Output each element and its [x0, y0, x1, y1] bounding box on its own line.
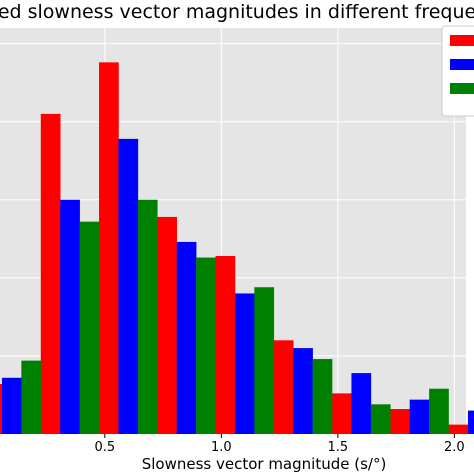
- legend: [441, 25, 474, 117]
- bar-series-1-bin-4: [234, 293, 255, 434]
- chart-title: ed slowness vector magnitudes in differe…: [0, 1, 474, 23]
- bar-series-2-bin-4: [254, 287, 275, 434]
- bars: [0, 62, 474, 434]
- bar-series-2-bin-0: [21, 360, 42, 434]
- bar-series-1-bin-5: [293, 348, 313, 434]
- x-tick-label-1: 1.0: [211, 440, 232, 455]
- bar-series-1-bin-6: [351, 373, 372, 434]
- bar-series-2-bin-7: [429, 388, 449, 434]
- bar-series-0-bin-8: [448, 424, 469, 434]
- x-tick-label-0: 0.5: [95, 440, 116, 455]
- legend-swatch-1: [450, 59, 474, 70]
- bar-series-1-bin-3: [176, 241, 197, 434]
- bar-series-1-bin-1: [60, 199, 80, 434]
- bar-series-0-bin-2: [99, 62, 119, 434]
- bar-series-1-bin-8: [467, 410, 474, 434]
- x-tick-label-2: 1.5: [328, 440, 349, 455]
- bar-series-2-bin-6: [370, 404, 391, 434]
- legend-swatch-2: [450, 83, 474, 94]
- bar-series-0-bin-0: [0, 384, 3, 434]
- x-tick-label-3: 2.0: [444, 440, 465, 455]
- bar-series-0-bin-5: [273, 340, 294, 434]
- bar-series-1-bin-7: [409, 399, 430, 434]
- bar-series-2-bin-2: [137, 199, 158, 434]
- bar-series-2-bin-1: [79, 221, 100, 434]
- bar-series-1-bin-2: [118, 138, 139, 434]
- bar-series-0-bin-6: [332, 393, 352, 434]
- x-axis-label: Slowness vector magnitude (s/°): [142, 455, 387, 473]
- bar-series-2-bin-5: [312, 359, 333, 434]
- bar-series-0-bin-4: [215, 255, 236, 434]
- bar-series-0-bin-3: [157, 216, 177, 434]
- x-axis-ticks: 0.5 1.0 1.5 2.0: [95, 434, 465, 455]
- bar-series-0-bin-7: [390, 409, 410, 434]
- bar-series-1-bin-0: [1, 377, 22, 434]
- bar-series-0-bin-1: [40, 113, 61, 434]
- bar-series-2-bin-3: [196, 257, 216, 434]
- legend-swatch-0: [450, 35, 474, 46]
